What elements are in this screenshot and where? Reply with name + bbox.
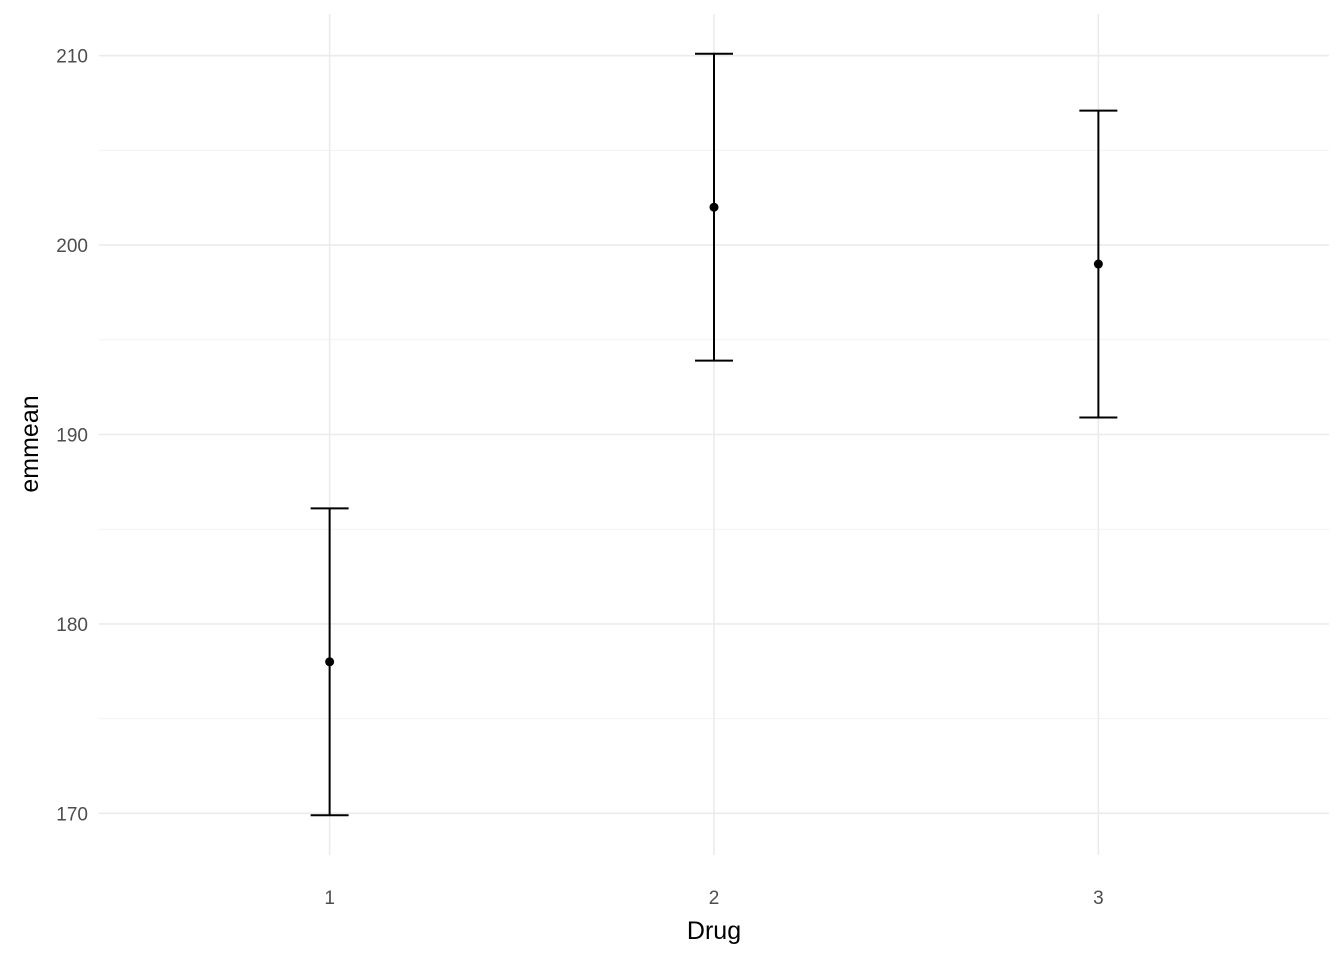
y-tick-label: 170 [56,804,88,825]
data-point [325,657,335,667]
x-axis-title: Drug [687,917,741,945]
y-tick-label: 180 [56,615,88,636]
x-tick-label: 2 [709,888,720,909]
y-axis-title: emmean [16,395,44,492]
y-tick-label: 210 [56,47,88,68]
labels-layer: 170 180 190 200 210 1 2 3 [56,47,1103,909]
errorbar-group [310,507,349,817]
errorbar-group [1079,109,1118,419]
y-tick-label: 200 [56,236,88,257]
x-tick-label: 3 [1093,888,1104,909]
y-tick-label: 190 [56,426,88,447]
x-tick-label: 1 [324,888,335,909]
errorbar-group [695,52,733,362]
marks-layer [310,52,1118,817]
data-point [709,202,719,212]
data-point [1093,259,1103,269]
